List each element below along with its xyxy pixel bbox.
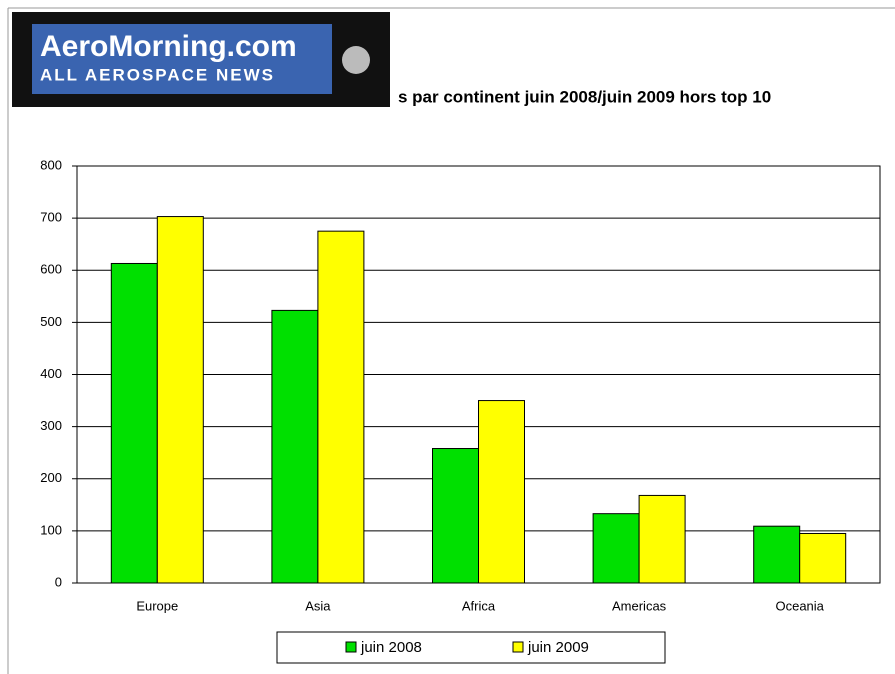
- y-tick-label: 500: [40, 314, 62, 329]
- bar: [638, 494, 686, 584]
- logo-mascot: [342, 46, 370, 74]
- logo-name: AeroMorning.com: [40, 30, 297, 63]
- x-tick-label: Oceania: [775, 598, 824, 613]
- chart-title: s par continent juin 2008/juin 2009 hors…: [398, 87, 771, 106]
- bar: [432, 448, 479, 584]
- bar: [753, 525, 801, 584]
- y-tick-label: 100: [40, 522, 62, 537]
- y-tick-label: 800: [40, 157, 62, 172]
- x-tick-label: Africa: [462, 598, 496, 613]
- y-tick-label: 200: [40, 470, 62, 485]
- x-tick-label: Americas: [612, 598, 667, 613]
- y-tick-label: 0: [55, 574, 62, 589]
- legend-label: juin 2008: [360, 639, 422, 656]
- bar: [592, 513, 640, 584]
- legend-label: juin 2009: [527, 639, 589, 656]
- y-tick-label: 300: [40, 418, 62, 433]
- logo-panel: [32, 24, 332, 94]
- bar: [317, 230, 365, 584]
- y-tick-label: 700: [40, 210, 62, 225]
- bar: [478, 400, 525, 584]
- bar: [799, 532, 847, 584]
- logo: AeroMorning.com ALL AEROSPACE NEWS: [12, 12, 390, 107]
- logo-tagline: ALL AEROSPACE NEWS: [40, 65, 275, 84]
- bar: [110, 262, 158, 584]
- legend-swatch: [512, 641, 524, 653]
- x-tick-label: Asia: [305, 598, 331, 613]
- y-tick-label: 600: [40, 262, 62, 277]
- bar: [156, 216, 204, 584]
- x-tick-label: Europe: [136, 598, 178, 613]
- legend-box: [276, 631, 666, 664]
- bar: [271, 309, 319, 584]
- y-tick-label: 400: [40, 366, 62, 381]
- legend-swatch: [345, 641, 357, 653]
